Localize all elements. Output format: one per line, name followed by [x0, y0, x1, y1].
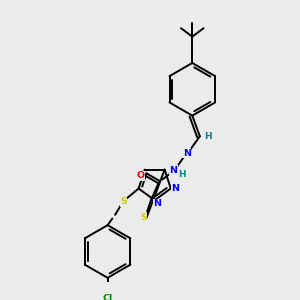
Text: H: H	[205, 132, 212, 141]
Text: N: N	[154, 200, 161, 208]
Text: S: S	[140, 213, 147, 222]
Text: Cl: Cl	[103, 294, 113, 300]
Text: S: S	[120, 197, 127, 206]
Text: H: H	[178, 170, 186, 179]
Text: N: N	[183, 149, 191, 158]
Text: N: N	[172, 184, 179, 193]
Text: N: N	[169, 166, 178, 175]
Text: O: O	[136, 171, 145, 180]
